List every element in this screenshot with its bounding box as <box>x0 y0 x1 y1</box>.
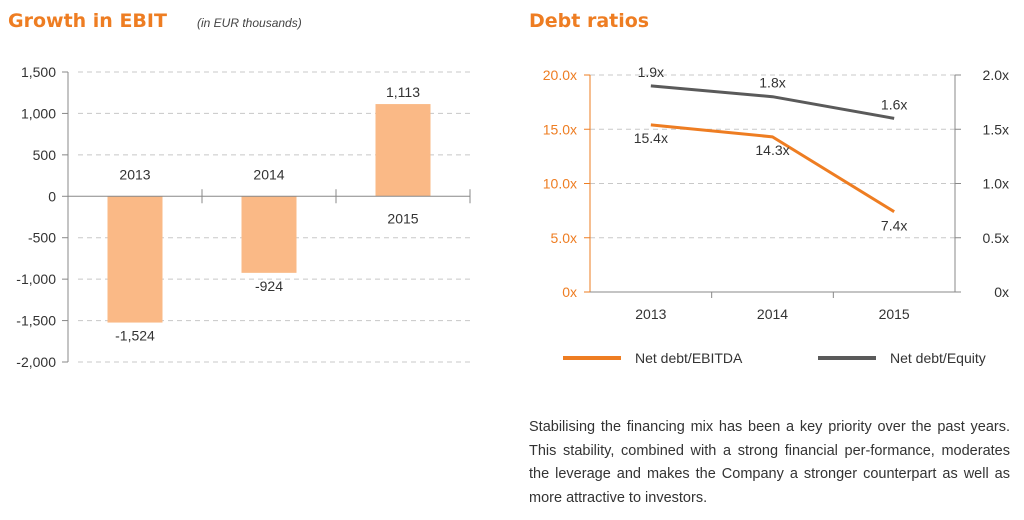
net-debt-equity-value-label: 1.9x <box>638 64 664 80</box>
y-tick-label: -2,000 <box>16 354 56 370</box>
x-category-label: 2015 <box>387 210 418 226</box>
y-right-tick-label: 1.0x <box>983 176 1009 192</box>
x-category-label: 2014 <box>253 166 284 182</box>
net-debt-equity-line <box>650 84 895 120</box>
bar-2015 <box>375 104 431 197</box>
leverage-commentary-paragraph: Stabilising the financing mix has been a… <box>529 419 1010 506</box>
bar-2013 <box>107 196 163 323</box>
y-tick-label: -500 <box>28 230 56 246</box>
ebit-chart-subtitle: (in EUR thousands) <box>197 16 302 30</box>
y-left-tick-label: 0x <box>562 284 577 300</box>
net-debt-equity-value-label: 1.8x <box>759 75 785 91</box>
y-left-tick-label: 15.0x <box>543 121 577 137</box>
y-tick-label: -1,000 <box>16 271 56 287</box>
net-debt-equity-legend-label: Net debt/Equity <box>890 350 986 366</box>
bar-value-label: 1,113 <box>386 84 420 100</box>
net-debt-ebitda-value-label: 15.4x <box>634 130 668 146</box>
y-left-tick-label: 10.0x <box>543 176 577 192</box>
y-left-tick-label: 5.0x <box>551 230 577 246</box>
y-tick-label: 0 <box>48 188 56 204</box>
y-left-tick-label: 20.0x <box>543 67 577 83</box>
debt-ratios-line-chart: 20.0x 15.0x 10.0x 5.0x 0x 2.0x 1.5x 1.0x 0.5x 0x 2… <box>543 64 1009 366</box>
y-right-tick-label: 0x <box>994 284 1009 300</box>
net-debt-ebitda-line <box>650 123 895 213</box>
bar-2014 <box>241 196 297 273</box>
debt-chart-title: Debt ratios <box>529 10 650 32</box>
x-category-label: 2013 <box>635 306 666 322</box>
ebit-chart-title: Growth in EBIT <box>8 10 167 32</box>
x-category-label: 2015 <box>879 306 910 322</box>
y-tick-label: -1,500 <box>16 313 56 329</box>
y-tick-label: 500 <box>33 147 57 163</box>
y-right-tick-label: 0.5x <box>983 230 1009 246</box>
net-debt-equity-value-label: 1.6x <box>881 96 907 112</box>
y-right-tick-label: 2.0x <box>983 67 1009 83</box>
x-category-label: 2013 <box>119 166 150 182</box>
bar-value-label: -924 <box>255 278 283 294</box>
x-category-label: 2014 <box>757 306 788 322</box>
net-debt-ebitda-legend-label: Net debt/EBITDA <box>635 350 743 366</box>
y-right-tick-label: 1.5x <box>983 121 1009 137</box>
ebit-bar-chart: 1,500 1,000 500 0 -500 -1,000 -1,500 -2,000 -1,5… <box>16 64 471 370</box>
y-tick-label: 1,500 <box>21 64 56 80</box>
net-debt-ebitda-value-label: 14.3x <box>755 142 789 158</box>
y-tick-label: 1,000 <box>21 105 56 121</box>
net-debt-ebitda-value-label: 7.4x <box>881 218 907 234</box>
bar-value-label: -1,524 <box>115 328 155 344</box>
